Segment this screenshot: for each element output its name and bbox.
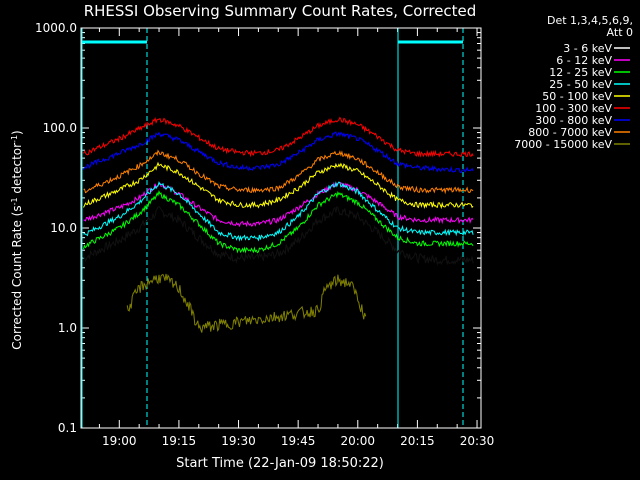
series-line: [83, 205, 474, 266]
data-series: [83, 116, 474, 333]
legend-header: Det 1,3,4,5,6,9,: [547, 14, 633, 27]
y-tick-label: 100.0: [43, 121, 77, 135]
series-line: [83, 161, 474, 210]
legend-label: 7000 - 15000 keV: [514, 138, 612, 151]
series-line: [83, 116, 474, 158]
x-tick-label: 19:30: [221, 434, 256, 448]
legend-label: 25 - 50 keV: [549, 78, 612, 91]
series-line: [126, 273, 367, 333]
legend-label: 12 - 25 keV: [549, 66, 612, 79]
legend-header: Att 0: [607, 26, 633, 39]
chart-title: RHESSI Observing Summary Count Rates, Co…: [84, 2, 477, 20]
y-tick-label: 1000.0: [35, 21, 77, 35]
y-axis-label: Corrected Count Rate (s-1 detector-1): [10, 130, 25, 349]
legend-label: 50 - 100 keV: [542, 90, 612, 103]
y-tick-label: 10.0: [50, 221, 77, 235]
y-tick-label: 1.0: [58, 321, 77, 335]
y-label-mid: detector: [10, 143, 24, 198]
legend-label: 300 - 800 keV: [535, 114, 612, 127]
x-axis-ticks: 19:00 19:15 19:30 19:45 20:00 20:15 20:30: [98, 28, 495, 448]
x-tick-label: 20:30: [460, 434, 495, 448]
y-label-sup1: -1: [10, 197, 19, 205]
series-line: [83, 131, 474, 174]
y-label-end: ): [10, 130, 24, 135]
x-tick-label: 19:15: [162, 434, 197, 448]
x-tick-label: 20:00: [340, 434, 375, 448]
x-tick-label: 19:45: [281, 434, 316, 448]
legend-label: 3 - 6 keV: [563, 42, 612, 55]
x-axis-label: Start Time (22-Jan-09 18:50:22): [176, 456, 384, 471]
series-line: [83, 149, 474, 195]
svg-text:Corrected Count Rate (s-1 dete: Corrected Count Rate (s-1 detector-1): [10, 130, 25, 349]
legend-label: 800 - 7000 keV: [528, 126, 612, 139]
legend-label: 100 - 300 keV: [535, 102, 612, 115]
y-label-sup2: -1: [10, 135, 19, 143]
plot-frame: [80, 27, 482, 429]
y-tick-label: 0.1: [58, 421, 77, 435]
legend-label: 6 - 12 keV: [556, 54, 612, 67]
x-tick-label: 19:00: [102, 434, 137, 448]
series-line: [83, 181, 474, 228]
x-tick-label: 20:15: [400, 434, 435, 448]
series-line: [83, 189, 474, 254]
y-label-main: Corrected Count Rate (s: [10, 205, 24, 349]
series-line: [83, 180, 474, 242]
